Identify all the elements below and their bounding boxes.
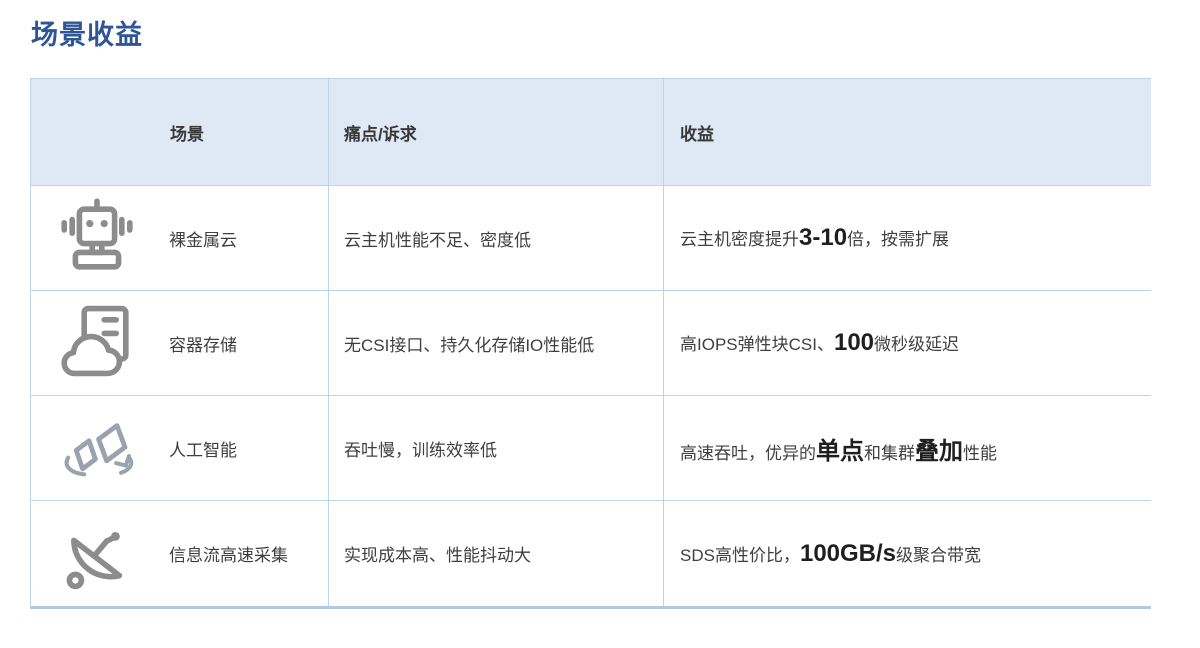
header-benefit: 收益 xyxy=(664,79,1151,186)
header-pain-label: 痛点/诉求 xyxy=(344,124,417,144)
table-row-4-pain-cell: 实现成本高、性能抖动大 xyxy=(329,501,664,606)
scenario-label: 信息流高速采集 xyxy=(169,546,288,565)
pain-text: 吞吐慢，训练效率低 xyxy=(344,440,497,460)
table-row-3-pain-cell: 吞吐慢，训练效率低 xyxy=(329,396,664,501)
table-row-1-scenario-cell: 裸金属云 xyxy=(31,186,329,291)
table-row-1-pain-cell: 云主机性能不足、密度低 xyxy=(329,186,664,291)
scenario-label: 人工智能 xyxy=(169,440,237,460)
header-pain: 痛点/诉求 xyxy=(329,79,664,186)
cloud-server-icon xyxy=(56,302,138,384)
header-benefit-label: 收益 xyxy=(680,124,714,144)
table-row-4-benefit-cell: SDS高性价比，100GB/s级聚合带宽 xyxy=(664,501,1151,606)
benefit-text: 高速吞吐，优异的单点和集群叠加性能 xyxy=(680,437,997,465)
ai-sync-cards-icon xyxy=(56,407,138,489)
header-scenario-label: 场景 xyxy=(170,124,204,144)
table-row-1-benefit-cell: 云主机密度提升3-10倍，按需扩展 xyxy=(664,186,1151,291)
header-scenario: 场景 xyxy=(31,79,329,186)
scenario-label: 容器存储 xyxy=(169,335,237,355)
table-row-3-scenario-cell: 人工智能 xyxy=(31,396,329,501)
table-row-2-benefit-cell: 高IOPS弹性块CSI、100微秒级延迟 xyxy=(664,291,1151,396)
pain-text: 实现成本高、性能抖动大 xyxy=(344,546,531,565)
page-title: 场景收益 xyxy=(31,20,143,50)
pain-text: 无CSI接口、持久化存储IO性能低 xyxy=(344,335,595,355)
benefit-text: 高IOPS弹性块CSI、100微秒级延迟 xyxy=(680,329,960,356)
table-row-4-scenario-cell: 信息流高速采集 xyxy=(31,501,329,606)
pain-text: 云主机性能不足、密度低 xyxy=(344,230,531,250)
table-row-2-scenario-cell: 容器存储 xyxy=(31,291,329,396)
table-row-3-benefit-cell: 高速吞吐，优异的单点和集群叠加性能 xyxy=(664,396,1151,501)
robot-icon xyxy=(56,197,138,279)
scenario-benefit-table: 场景 痛点/诉求 收益 xyxy=(30,78,1151,609)
table-row-2-pain-cell: 无CSI接口、持久化存储IO性能低 xyxy=(329,291,664,396)
benefit-text: SDS高性价比，100GB/s级聚合带宽 xyxy=(680,539,982,567)
scenario-label: 裸金属云 xyxy=(169,230,237,250)
benefit-text: 云主机密度提升3-10倍，按需扩展 xyxy=(680,224,950,251)
satellite-dish-icon xyxy=(56,513,138,595)
